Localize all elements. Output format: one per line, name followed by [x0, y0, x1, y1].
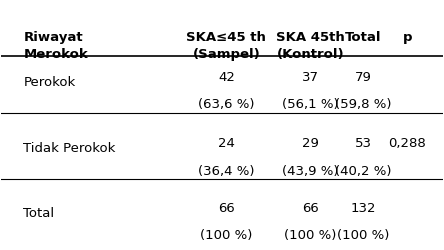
Text: Tidak Perokok: Tidak Perokok: [24, 142, 116, 155]
Text: (100 %): (100 %): [337, 229, 389, 242]
Text: 132: 132: [350, 202, 376, 215]
Text: Riwayat
Merokok: Riwayat Merokok: [24, 31, 88, 61]
Text: 24: 24: [218, 137, 235, 150]
Text: (100 %): (100 %): [200, 229, 253, 242]
Text: 42: 42: [218, 70, 235, 84]
Text: Perokok: Perokok: [24, 76, 75, 88]
Text: (63,6 %): (63,6 %): [198, 98, 255, 111]
Text: p: p: [403, 31, 412, 44]
Text: Total: Total: [345, 31, 381, 44]
Text: (40,2 %): (40,2 %): [335, 164, 392, 177]
Text: 79: 79: [355, 70, 372, 84]
Text: 37: 37: [302, 70, 319, 84]
Text: 66: 66: [218, 202, 235, 215]
Text: (59,8 %): (59,8 %): [335, 98, 392, 111]
Text: 0,288: 0,288: [388, 137, 426, 150]
Text: 53: 53: [355, 137, 372, 150]
Text: SKA 45th
(Kontrol): SKA 45th (Kontrol): [276, 31, 345, 61]
Text: (36,4 %): (36,4 %): [198, 164, 255, 177]
Text: 66: 66: [302, 202, 319, 215]
Text: SKA≤45 th
(Sampel): SKA≤45 th (Sampel): [186, 31, 266, 61]
Text: (100 %): (100 %): [284, 229, 337, 242]
Text: (43,9 %): (43,9 %): [282, 164, 338, 177]
Text: 29: 29: [302, 137, 319, 150]
Text: (56,1 %): (56,1 %): [282, 98, 339, 111]
Text: Total: Total: [24, 206, 55, 220]
